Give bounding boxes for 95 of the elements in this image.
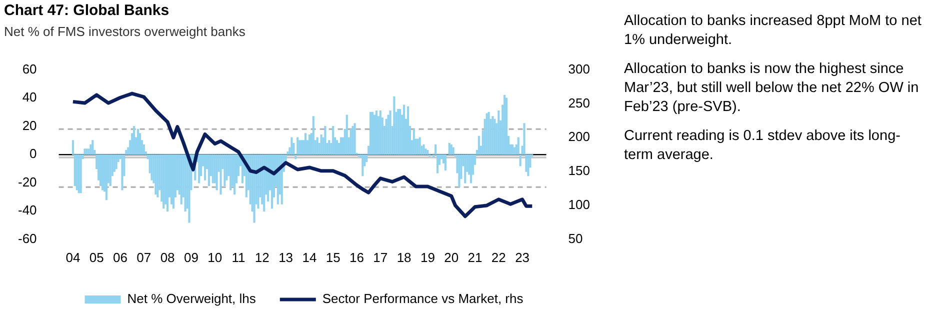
- x-tick-label: 23: [515, 250, 530, 265]
- bar: [332, 126, 334, 155]
- bar: [154, 154, 157, 195]
- bar: [212, 154, 214, 184]
- bar: [412, 128, 415, 155]
- x-tick-label: 09: [184, 250, 198, 265]
- y-tick-label: 0: [30, 146, 37, 162]
- bar: [198, 154, 200, 184]
- x-tick-label: 07: [136, 250, 152, 265]
- bar: [406, 106, 410, 155]
- bar: [90, 144, 92, 155]
- bar: [290, 137, 293, 155]
- bar: [296, 137, 299, 155]
- x-tick-label: 06: [113, 250, 128, 265]
- bar: [316, 137, 318, 155]
- bar: [458, 154, 460, 188]
- y-tick-label: -60: [18, 230, 37, 246]
- bar: [105, 154, 108, 200]
- legend-label: Sector Performance vs Market, rhs: [322, 291, 524, 306]
- y-tick-label: 60: [22, 61, 37, 76]
- bar: [504, 94, 506, 155]
- chart-title: Chart 47: Global Banks: [4, 2, 170, 19]
- bar: [216, 154, 218, 190]
- bar: [230, 154, 232, 190]
- x-tick-label: 14: [302, 250, 317, 265]
- bar: [478, 136, 480, 155]
- y-tick-label: 40: [22, 90, 37, 105]
- y2-tick-label: 200: [568, 129, 590, 144]
- bar: [86, 148, 88, 155]
- bar: [121, 154, 124, 190]
- bar: [328, 140, 330, 155]
- x-tick-label: 15: [326, 250, 340, 265]
- bar: [324, 126, 326, 155]
- bar: [393, 96, 396, 155]
- x-tick-label: 08: [160, 250, 175, 265]
- bar: [92, 140, 94, 155]
- y2-tick-label: 50: [568, 230, 583, 246]
- bar: [424, 148, 427, 155]
- x-tick-label: 05: [89, 250, 104, 265]
- x-tick-label: 19: [420, 250, 435, 265]
- bar: [308, 134, 310, 155]
- text: Current reading is 0.1 stdev above its long-term average.: [624, 127, 902, 165]
- x-tick-label: 12: [254, 250, 270, 265]
- x-tick-label: 04: [66, 250, 80, 265]
- bar: [109, 154, 112, 186]
- text: Allocation to banks increased 8ppt MoM to net 1% underweight.: [624, 12, 922, 50]
- x-tick-label: 21: [468, 250, 482, 265]
- x-tick-label: 13: [278, 250, 294, 265]
- x-tick-label: 16: [350, 250, 364, 265]
- y2-tick-label: 300: [568, 61, 590, 76]
- bar: [138, 133, 141, 155]
- bar: [527, 154, 530, 176]
- bar: [253, 154, 256, 223]
- bar: [220, 154, 222, 195]
- bar: [336, 140, 338, 155]
- y-tick-label: -40: [18, 202, 37, 218]
- bar: [418, 137, 421, 155]
- text: Allocation to banks is now the highest since Mar’23, but still well below the net 22% OW in Feb’23 (pre-SVB).: [624, 60, 920, 117]
- bar: [403, 104, 406, 155]
- bar: [263, 154, 266, 212]
- bar: [136, 128, 140, 155]
- bar: [506, 98, 508, 155]
- bar: [444, 154, 446, 170]
- bar: [304, 133, 307, 155]
- y2-tick-label: 100: [568, 197, 590, 212]
- legend-label: Net % Overweight, lhs: [127, 291, 256, 306]
- x-tick-label: 17: [373, 250, 388, 265]
- y-tick-label: -20: [18, 174, 37, 190]
- bar: [234, 154, 236, 195]
- y-tick-label: 20: [22, 118, 37, 133]
- bar: [470, 154, 472, 184]
- bar: [362, 154, 364, 176]
- bar: [204, 154, 206, 180]
- x-tick-label: 10: [208, 250, 222, 265]
- x-tick-label: 11: [232, 250, 246, 265]
- bar: [76, 154, 78, 190]
- bar: [371, 112, 374, 155]
- bar: [450, 144, 452, 155]
- bar: [354, 123, 356, 155]
- x-tick-label: 22: [491, 250, 506, 265]
- bar: [498, 110, 500, 155]
- bar: [346, 114, 348, 155]
- bar: [133, 126, 136, 155]
- bar: [208, 154, 210, 186]
- bar: [464, 154, 466, 184]
- bar: [448, 142, 450, 155]
- bar: [370, 112, 372, 155]
- bar: [312, 116, 314, 155]
- bar: [142, 144, 145, 155]
- x-tick-label: 20: [444, 250, 459, 265]
- x-tick-label: 18: [396, 250, 412, 265]
- bar: [180, 154, 182, 204]
- y2-tick-label: 250: [568, 95, 590, 110]
- y2-tick-label: 150: [568, 163, 590, 178]
- chart-subtitle: Net % of FMS investors overweight banks: [4, 24, 246, 39]
